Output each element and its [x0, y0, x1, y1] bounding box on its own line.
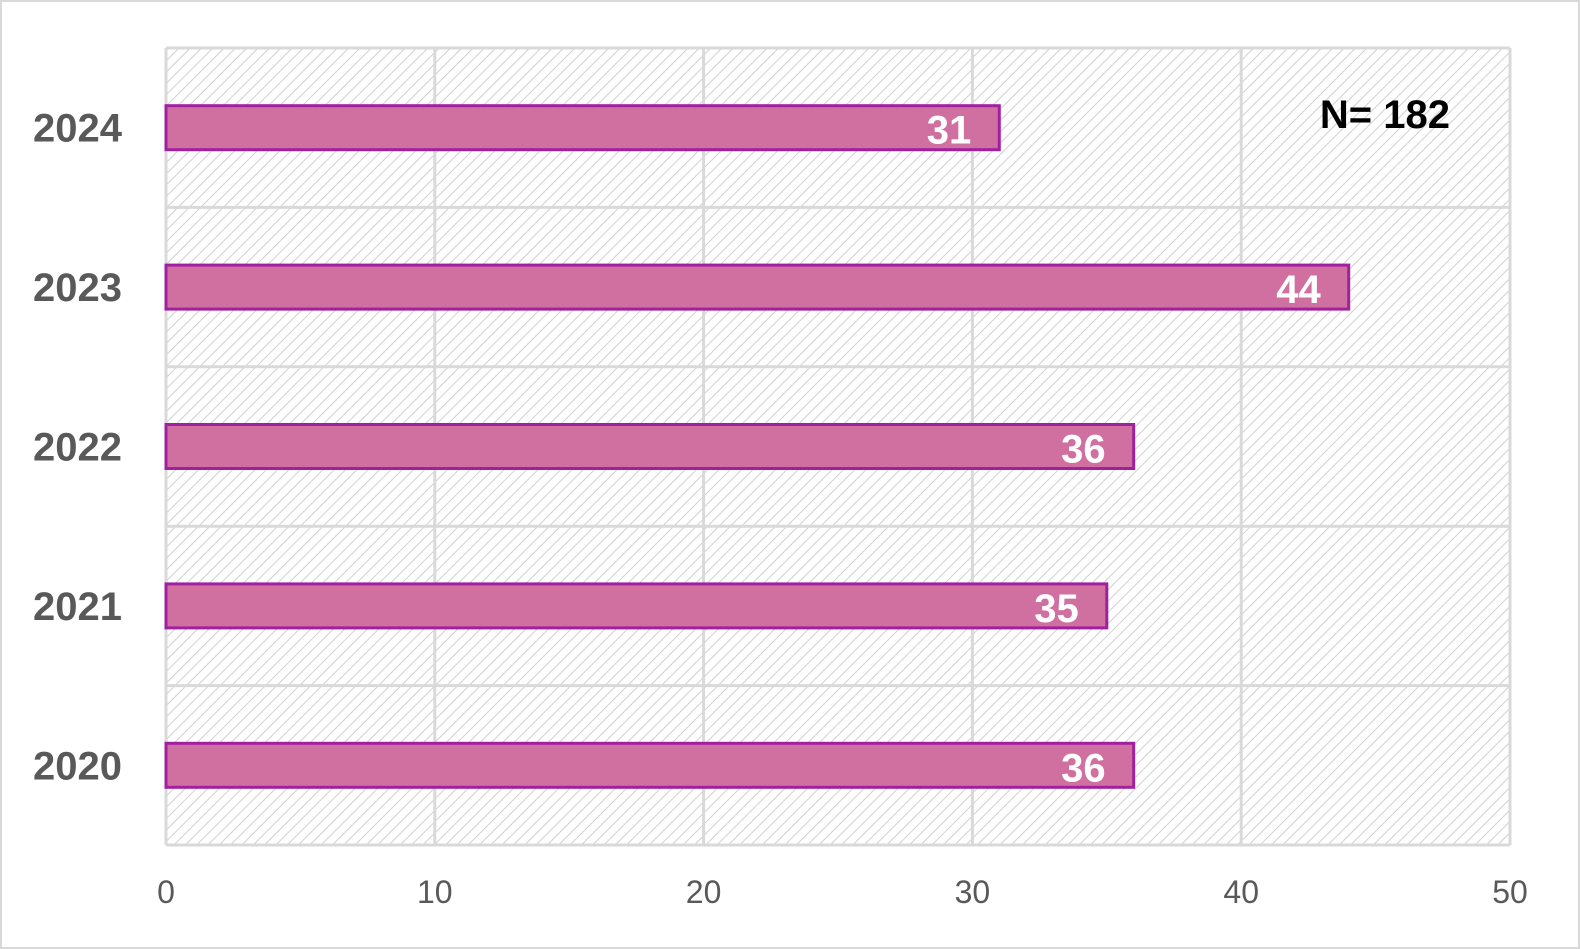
- bar-2024: [164, 104, 1001, 152]
- category-label-2021: 2021: [33, 585, 122, 629]
- category-label-2023: 2023: [33, 266, 122, 310]
- bar-2021: [164, 582, 1109, 630]
- x-tick-label: 20: [686, 874, 722, 910]
- x-tick-label: 0: [157, 874, 175, 910]
- category-label-2020: 2020: [33, 744, 122, 788]
- data-label-2023: 44: [1276, 268, 1321, 312]
- data-label-2020: 36: [1061, 746, 1106, 790]
- category-label-2022: 2022: [33, 426, 122, 470]
- x-tick-label: 50: [1492, 874, 1528, 910]
- labels: 0 10 20 30 40 50 36 2020 35 2021 36 2022 44 2023 31 202…: [33, 107, 1528, 910]
- gridlines: [164, 46, 1512, 847]
- data-label-2021: 35: [1034, 587, 1079, 631]
- x-tick-label: 10: [417, 874, 453, 910]
- data-label-2024: 31: [927, 109, 972, 153]
- category-label-2024: 2024: [33, 107, 123, 151]
- bar-2020: [164, 741, 1136, 789]
- sample-size-annotation: N= 182: [1320, 93, 1450, 137]
- data-label-2022: 36: [1061, 428, 1106, 472]
- bar-2023: [164, 263, 1351, 311]
- bar-2022: [164, 423, 1136, 470]
- x-tick-label: 40: [1223, 874, 1259, 910]
- bars: [164, 104, 1351, 789]
- x-tick-label: 30: [955, 874, 991, 910]
